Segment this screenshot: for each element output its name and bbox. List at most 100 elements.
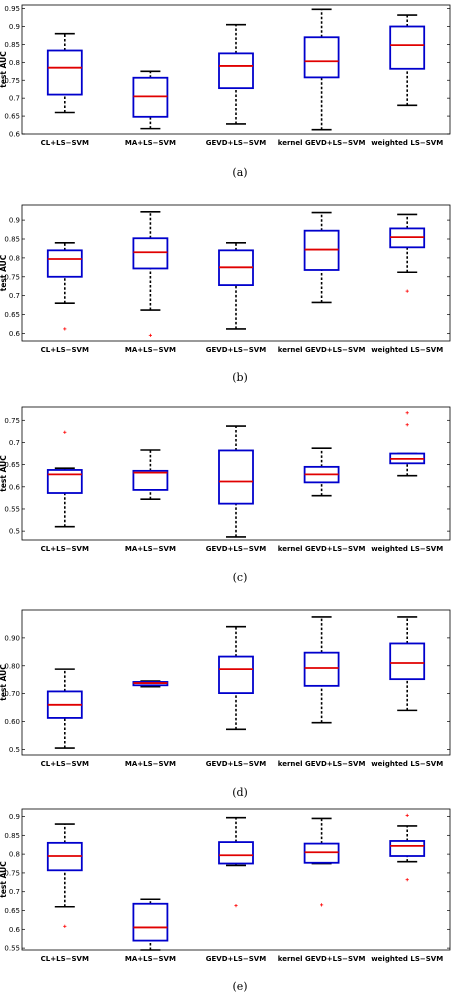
category-label: weighted LS−SVM (371, 955, 443, 963)
category-label: MA+LS−SVM (125, 760, 176, 768)
y-tick-label: 0.5 (9, 746, 20, 754)
y-tick-label: 0.75 (4, 869, 20, 877)
y-tick-label: 0.65 (4, 113, 20, 121)
category-label: MA+LS−SVM (125, 545, 176, 553)
category-label: weighted LS−SVM (371, 760, 443, 768)
category-label: GEVD+LS−SVM (206, 545, 266, 553)
y-tick-label: 0.85 (4, 832, 20, 840)
box-4 (303, 211, 340, 304)
iqr-box (46, 249, 83, 278)
box-2 (132, 680, 169, 688)
plot-frame (21, 609, 451, 756)
y-tick-label: 0.6 (9, 926, 21, 934)
y-tick-label: 0.85 (4, 41, 20, 49)
chart-panel-4: 0.5 0.60 0.70 0.80 0.90 test AUC CL+LS−SVM MA+L… (0, 609, 451, 799)
y-tick-label: 0.90 (4, 634, 20, 642)
box-4 (303, 817, 340, 907)
box-1 (46, 32, 83, 114)
chart-panel-5: 0.55 0.6 0.65 0.7 0.75 0.8 0.85 0.9 test AUC CL+L… (0, 808, 451, 993)
category-label: MA+LS−SVM (125, 955, 176, 963)
category-label: MA+LS−SVM (125, 346, 176, 354)
y-tick-label: 0.75 (4, 417, 20, 425)
y-tick-label: 0.75 (4, 273, 20, 281)
category-label: CL+LS−SVM (41, 955, 89, 963)
box-3 (218, 816, 254, 908)
category-label: CL+LS−SVM (41, 760, 89, 768)
y-tick-label: 0.8 (9, 59, 20, 67)
box-5 (389, 14, 426, 107)
category-label: MA+LS−SVM (125, 139, 176, 147)
iqr-box (389, 642, 426, 681)
iqr-box (303, 842, 340, 864)
category-label: kernel GEVD+LS−SVM (278, 545, 366, 553)
box-1 (46, 823, 83, 928)
iqr-box (46, 469, 83, 494)
iqr-box (303, 36, 340, 79)
iqr-box (132, 237, 169, 270)
iqr-box (218, 841, 254, 865)
chart-panel-2: 0.6 0.65 0.7 0.75 0.8 0.85 0.9 test AUC CL+LS−SV… (0, 204, 451, 384)
y-tick-label: 0.65 (4, 461, 20, 469)
category-label: CL+LS−SVM (41, 139, 89, 147)
outlier-point (405, 813, 409, 817)
outlier-point (320, 903, 324, 907)
y-tick-label: 0.55 (4, 945, 20, 953)
box-3 (218, 625, 254, 731)
box-4 (303, 8, 340, 131)
iqr-box (218, 52, 254, 90)
box-4 (303, 616, 340, 724)
iqr-box (218, 655, 254, 694)
outlier-point (63, 430, 67, 434)
iqr-box (303, 651, 340, 687)
box-1 (46, 430, 83, 528)
category-label: GEVD+LS−SVM (206, 955, 266, 963)
plot-frame (21, 808, 451, 951)
y-tick-label: 0.55 (4, 505, 20, 513)
y-tick-label: 0.6 (9, 330, 21, 338)
iqr-box (132, 902, 169, 942)
box-5 (389, 616, 426, 712)
y-tick-label: 0.8 (9, 254, 20, 262)
box-2 (132, 70, 169, 130)
box-5 (389, 411, 426, 477)
outlier-point (63, 327, 67, 331)
iqr-box (389, 840, 426, 857)
category-label: GEVD+LS−SVM (206, 760, 266, 768)
outlier-point (405, 878, 409, 882)
y-axis-label: test AUC (0, 664, 8, 701)
plot-frame (21, 204, 451, 342)
category-label: kernel GEVD+LS−SVM (278, 139, 366, 147)
category-label: CL+LS−SVM (41, 346, 89, 354)
chart-panel-1: 0.6 0.65 0.7 0.75 0.8 0.85 0.9 0.95 test AUC CL+L… (0, 4, 451, 179)
category-label: weighted LS−SVM (371, 545, 443, 553)
iqr-box (46, 49, 83, 96)
y-tick-label: 0.60 (4, 718, 20, 726)
panel-caption: (d) (232, 786, 248, 799)
panel-caption: (b) (232, 371, 248, 384)
chart-panel-3: 0.5 0.55 0.6 0.65 0.7 0.75 test AUC CL+LS−SVM MA… (0, 406, 451, 584)
y-tick-label: 0.85 (4, 236, 20, 244)
y-tick-label: 0.7 (9, 95, 20, 103)
y-axis-label: test AUC (0, 254, 8, 291)
category-label: GEVD+LS−SVM (206, 346, 266, 354)
y-tick-label: 0.65 (4, 907, 20, 915)
box-3 (218, 241, 254, 330)
iqr-box (218, 449, 254, 505)
y-tick-label: 0.6 (9, 131, 21, 139)
y-tick-label: 0.7 (9, 888, 20, 896)
box-3 (218, 425, 254, 538)
box-1 (46, 241, 83, 331)
iqr-box (132, 469, 169, 491)
y-tick-label: 0.9 (9, 217, 20, 225)
category-label: CL+LS−SVM (41, 545, 89, 553)
y-axis-label: test AUC (0, 861, 8, 898)
y-axis-label: test AUC (0, 455, 8, 492)
box-5 (389, 813, 426, 882)
box-2 (132, 449, 169, 501)
box-2 (132, 211, 169, 337)
panel-caption: (c) (233, 571, 248, 584)
category-label: GEVD+LS−SVM (206, 139, 266, 147)
y-tick-label: 0.80 (4, 662, 20, 670)
category-label: kernel GEVD+LS−SVM (278, 955, 366, 963)
category-label: weighted LS−SVM (371, 139, 443, 147)
